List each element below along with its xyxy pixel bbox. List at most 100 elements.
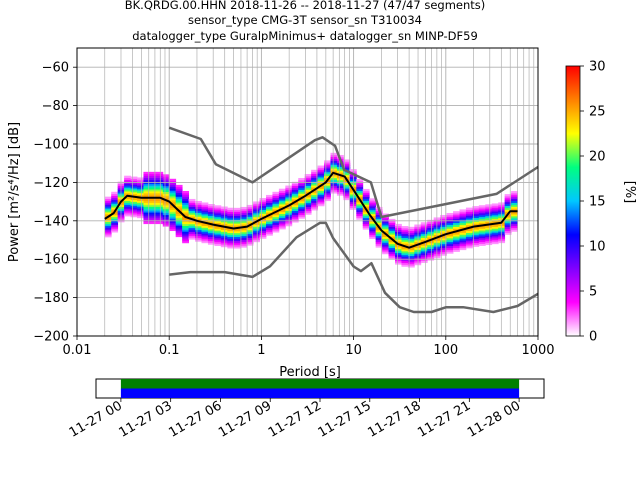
heatmap-cell <box>330 168 338 171</box>
heatmap-cell <box>369 200 377 203</box>
heatmap-cell <box>149 208 157 211</box>
colorbar <box>565 65 581 337</box>
heatmap-cell <box>124 200 131 203</box>
heatmap-cell <box>240 239 248 242</box>
heatmap-cell <box>162 187 170 191</box>
heatmap-cell <box>162 222 170 225</box>
heatmap-cell <box>149 217 157 221</box>
heatmap-cell <box>311 171 318 175</box>
heatmap-cell <box>407 255 415 258</box>
heatmap-cell <box>356 217 364 220</box>
heatmap-cell <box>104 225 112 228</box>
heatmap-cell <box>291 206 299 210</box>
heatmap-cell <box>485 212 493 215</box>
heatmap-cell <box>207 238 215 241</box>
heatmap-cell <box>401 264 409 267</box>
heatmap-cell <box>324 160 331 163</box>
heatmap-cell <box>304 174 312 177</box>
heatmap-cell <box>182 196 189 200</box>
heatmap-cell <box>324 171 331 175</box>
heatmap-cell <box>143 212 151 215</box>
heatmap-cell <box>137 179 144 182</box>
y-tick-label: −140 <box>33 214 69 229</box>
heatmap-cell <box>324 169 331 173</box>
heatmap-cell <box>195 212 202 215</box>
heatmap-cell <box>304 212 312 215</box>
heatmap-cell <box>214 211 222 214</box>
heatmap-cell <box>143 204 151 207</box>
heatmap-cell <box>143 192 151 196</box>
heatmap-cell <box>375 235 383 239</box>
colorbar-tick-label: 15 <box>589 195 606 210</box>
heatmap-cell <box>453 228 460 231</box>
heatmap-cell <box>427 240 435 244</box>
heatmap-cell <box>207 230 215 234</box>
heatmap-cell <box>388 224 396 227</box>
heatmap-cell <box>227 240 235 243</box>
heatmap-cell <box>291 202 299 206</box>
heatmap-cell <box>130 205 138 208</box>
heatmap-cell <box>491 213 499 216</box>
heatmap-cell <box>175 184 183 188</box>
heatmap-cell <box>446 241 454 245</box>
heatmap-cell <box>220 216 228 219</box>
heatmap-cell <box>291 210 299 213</box>
heatmap-cell <box>511 194 518 198</box>
heatmap-cell <box>143 216 151 219</box>
heatmap-cell <box>104 217 112 221</box>
heatmap-cell <box>149 210 157 213</box>
heatmap-cell <box>427 229 435 232</box>
heatmap-cell <box>169 209 177 212</box>
heatmap-cell <box>188 202 196 206</box>
heatmap-cell <box>169 180 177 184</box>
heatmap-cell <box>259 205 267 209</box>
heatmap-cell <box>465 217 473 220</box>
heatmap-cell <box>420 222 428 225</box>
heatmap-cell <box>298 206 306 210</box>
heatmap-cell <box>130 201 138 204</box>
heatmap-cell <box>240 241 248 244</box>
heatmap-cell <box>246 233 254 237</box>
heatmap-cell <box>130 213 138 216</box>
heatmap-cell <box>149 175 157 178</box>
heatmap-cell <box>511 191 518 194</box>
heatmap-cell <box>298 201 306 204</box>
heatmap-cell <box>446 237 454 241</box>
heatmap-cell <box>285 187 293 190</box>
heatmap-cell <box>124 208 131 211</box>
heatmap-cell <box>472 211 480 215</box>
heatmap-cell <box>253 230 260 233</box>
heatmap-cell <box>104 200 112 203</box>
heatmap-cell <box>278 205 286 209</box>
heatmap-cell <box>504 205 512 208</box>
heatmap-cell <box>440 239 447 243</box>
heatmap-cell <box>369 225 377 228</box>
heatmap-cell <box>182 208 189 211</box>
heatmap-cell <box>214 228 222 231</box>
heatmap-cell <box>388 253 396 256</box>
heatmap-cell <box>465 238 473 241</box>
heatmap-cell <box>330 166 338 169</box>
y-tick-label: −200 <box>33 330 69 345</box>
heatmap-cell <box>485 229 493 232</box>
heatmap-cell <box>375 216 383 219</box>
heatmap-cell <box>149 216 157 219</box>
heatmap-cell <box>162 185 170 189</box>
heatmap-cell <box>285 210 293 213</box>
heatmap-cell <box>511 198 518 202</box>
heatmap-cell <box>143 187 151 190</box>
heatmap-cell <box>272 193 280 197</box>
heatmap-cell <box>356 184 364 188</box>
title-line-2: sensor_type CMG-3T sensor_sn T310034 <box>188 13 422 27</box>
heatmap-cell <box>324 194 331 198</box>
heatmap-cell <box>317 202 325 205</box>
heatmap-cell <box>317 196 325 199</box>
heatmap-cell <box>104 233 112 236</box>
heatmap-cell <box>259 228 267 232</box>
heatmap-cell <box>324 166 331 169</box>
heatmap-cell <box>124 198 131 202</box>
heatmap-cell <box>298 181 306 185</box>
heatmap-cell <box>420 229 428 233</box>
heatmap-cell <box>214 243 222 247</box>
heatmap-cell <box>317 200 325 203</box>
